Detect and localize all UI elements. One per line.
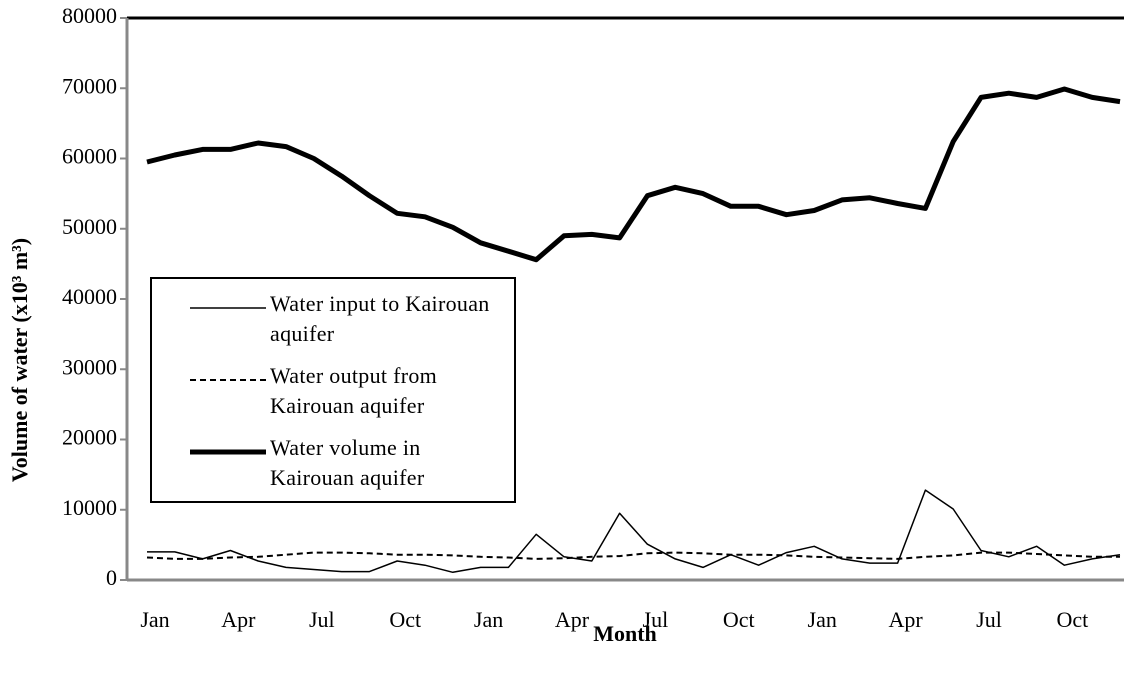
legend-item: Water volume in Kairouan aquifer bbox=[152, 433, 514, 503]
legend: Water input to Kairouan aquifer Water out… bbox=[150, 277, 516, 503]
y-tick-label: 70000 bbox=[62, 73, 117, 98]
x-tick-label: Jan bbox=[808, 607, 837, 632]
legend-swatch bbox=[190, 449, 266, 455]
legend-label: Water volume in Kairouan aquifer bbox=[270, 435, 425, 490]
y-tick-label: 80000 bbox=[62, 3, 117, 28]
x-tick-label: Jan bbox=[140, 607, 169, 632]
legend-label: Water output from Kairouan aquifer bbox=[270, 363, 438, 418]
legend-swatch bbox=[190, 307, 266, 309]
y-axis-title: Volume of water (x10³ m³) bbox=[7, 238, 32, 482]
legend-item: Water output from Kairouan aquifer bbox=[152, 361, 514, 431]
x-tick-label: Jul bbox=[643, 607, 669, 632]
y-tick-label: 40000 bbox=[62, 284, 117, 309]
y-tick-label: 0 bbox=[106, 565, 117, 590]
y-tick-label: 20000 bbox=[62, 425, 117, 450]
series-line bbox=[146, 551, 1120, 560]
legend-label: Water input to Kairouan aquifer bbox=[270, 291, 490, 346]
x-tick-label: Jan bbox=[474, 607, 503, 632]
y-tick-label: 60000 bbox=[62, 144, 117, 169]
x-tick-label: Apr bbox=[888, 607, 923, 632]
x-tick-label: Oct bbox=[1057, 607, 1089, 632]
y-tick-label: 50000 bbox=[62, 214, 117, 239]
legend-swatch bbox=[190, 379, 266, 381]
legend-item: Water input to Kairouan aquifer bbox=[152, 289, 514, 359]
x-tick-label: Jul bbox=[976, 607, 1002, 632]
x-tick-label: Apr bbox=[555, 607, 590, 632]
y-tick-label: 10000 bbox=[62, 495, 117, 520]
x-tick-label: Oct bbox=[389, 607, 421, 632]
x-tick-label: Jul bbox=[309, 607, 335, 632]
x-tick-label: Apr bbox=[221, 607, 256, 632]
y-tick-label: 30000 bbox=[62, 354, 117, 379]
series-line bbox=[146, 86, 1121, 263]
x-tick-label: Oct bbox=[723, 607, 755, 632]
x-axis-title: Month bbox=[593, 621, 657, 646]
series-line bbox=[147, 489, 1121, 574]
